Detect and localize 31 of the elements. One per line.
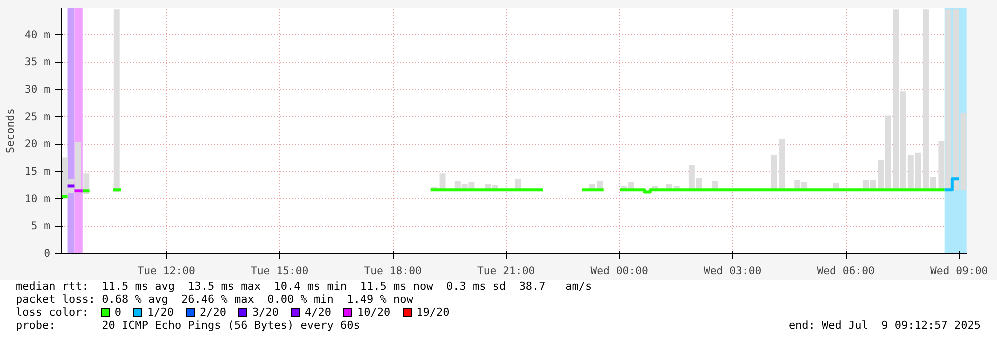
y-tick-label: 25 m	[24, 110, 51, 124]
bar	[114, 10, 120, 192]
y-tick-label: 15 m	[24, 164, 51, 178]
legend-label: 10/20	[357, 306, 391, 319]
x-tick-label: Tue 18:00	[364, 264, 422, 278]
legend-label: 3/20	[252, 306, 279, 319]
y-tick-label: 35 m	[24, 56, 51, 69]
y-tick-label: 10 m	[24, 192, 51, 206]
y-tick-label: 30 m	[24, 82, 51, 96]
legend-label: 19/20	[416, 306, 450, 319]
legend-label: 0	[114, 306, 122, 319]
text: packet loss: 0.68 % avg 26.46 % max 0.00 % min 1.49 % now	[16, 293, 414, 306]
legend-title: loss color:	[16, 306, 89, 319]
legend-label: 1/20	[147, 306, 174, 319]
y-tick-label: 20 m	[24, 138, 51, 151]
x-tick-label: Wed 00:00	[590, 264, 648, 278]
x-tick-label: Wed 09:00	[930, 264, 988, 278]
x-tick-label: Tue 21:00	[477, 264, 536, 278]
legend-label: 2/20	[200, 306, 226, 319]
y-tick-label: 5 m	[31, 220, 51, 233]
y-tick-label: 0	[44, 247, 51, 260]
x-tick-label: Tue 15:00	[250, 264, 309, 278]
legend-label: 4/20	[304, 306, 332, 319]
text: median rtt: 11.5 ms avg 13.5 ms max 10.4 ms min 11.5 ms now 0.3 ms sd 38.7 am/s	[16, 280, 594, 293]
text: probe: 20 ICMP Echo Pings (56 Bytes) every 60s	[16, 319, 360, 332]
y-axis-title: Seconds	[4, 108, 17, 154]
text: end: Wed Jul 9 09:12:57 2025	[788, 319, 981, 332]
x-tick-label: Wed 06:00	[817, 264, 875, 278]
x-tick-label: Wed 03:00	[704, 264, 762, 278]
y-tick-label: 40 m	[24, 28, 51, 42]
x-tick-label: Tue 12:00	[138, 264, 196, 278]
